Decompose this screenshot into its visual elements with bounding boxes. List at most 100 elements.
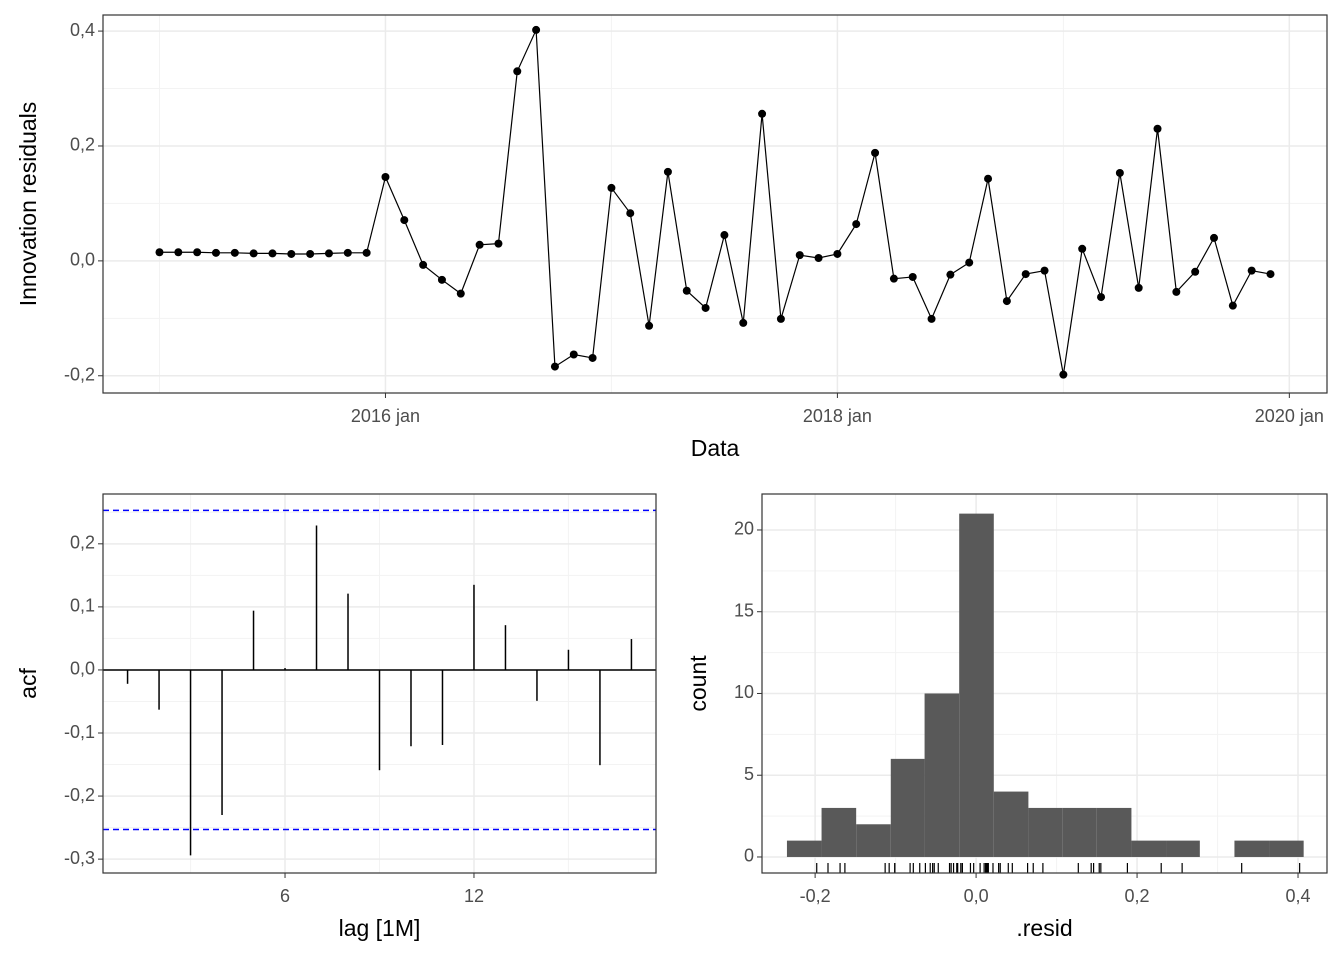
y-tick-label: -0,1 — [64, 722, 95, 742]
y-axis-title: Innovation residuals — [15, 102, 41, 307]
y-tick-label: 15 — [734, 600, 754, 620]
point — [1247, 266, 1256, 275]
x-tick-label: 0,2 — [1125, 886, 1150, 906]
point — [758, 109, 767, 118]
point — [569, 350, 578, 359]
point — [1134, 283, 1143, 292]
bar — [1234, 840, 1270, 857]
point — [965, 258, 974, 267]
point — [362, 248, 371, 257]
point — [475, 240, 484, 249]
point — [343, 248, 352, 257]
y-tick-label: 0,0 — [70, 250, 95, 270]
x-tick-label: 12 — [464, 886, 484, 906]
panel-border — [102, 493, 657, 874]
point — [927, 314, 936, 323]
x-tick-label: 0,4 — [1286, 886, 1311, 906]
bar — [924, 693, 960, 857]
point — [776, 314, 785, 323]
point — [645, 321, 654, 330]
point — [607, 183, 616, 192]
y-tick-label: -0,3 — [64, 848, 95, 868]
point — [381, 173, 390, 181]
point — [852, 220, 861, 229]
point — [1153, 124, 1162, 133]
point — [588, 353, 597, 362]
point — [871, 148, 880, 157]
point — [550, 362, 559, 371]
x-axis-title: lag [1M] — [339, 915, 421, 941]
point — [437, 275, 446, 284]
point — [1059, 370, 1068, 379]
bar — [890, 758, 925, 857]
point — [1172, 287, 1181, 296]
point — [1078, 244, 1087, 253]
x-axis-title: Data — [691, 435, 740, 461]
x-axis-title: .resid — [1016, 915, 1072, 941]
point — [701, 303, 710, 312]
y-tick-label: 0 — [744, 846, 754, 866]
bar — [786, 840, 822, 857]
y-tick-label: -0,2 — [64, 785, 95, 805]
point — [946, 270, 955, 279]
bar — [959, 513, 994, 857]
point — [249, 249, 258, 258]
x-tick-label: 2020 jan — [1255, 406, 1324, 426]
point — [324, 249, 333, 258]
point — [663, 167, 672, 176]
point — [984, 174, 993, 183]
point — [626, 209, 635, 218]
panel-border — [761, 493, 1328, 874]
point — [1040, 266, 1049, 275]
bar — [1269, 840, 1304, 857]
y-tick-label: 20 — [734, 519, 754, 539]
point — [268, 249, 277, 258]
point — [833, 249, 842, 258]
point — [532, 25, 541, 34]
bar — [1028, 807, 1063, 857]
point — [1191, 267, 1200, 276]
y-tick-label: 10 — [734, 682, 754, 702]
x-tick-label: 2016 jan — [351, 406, 420, 426]
point — [211, 248, 220, 257]
bar — [993, 791, 1029, 857]
y-tick-label: 0,2 — [70, 135, 95, 155]
panel-border — [102, 14, 1328, 394]
point — [306, 249, 315, 258]
y-tick-label: 0,2 — [70, 533, 95, 553]
point — [230, 248, 239, 257]
point — [682, 286, 691, 295]
bar — [1166, 840, 1200, 857]
point — [739, 318, 748, 327]
bar — [1096, 807, 1132, 857]
y-tick-label: 5 — [744, 764, 754, 784]
point — [400, 216, 409, 225]
y-tick-label: -0,2 — [64, 365, 95, 385]
y-tick-label: 0,0 — [70, 659, 95, 679]
point — [513, 67, 522, 76]
bar — [1131, 840, 1167, 857]
point — [814, 254, 823, 262]
point — [193, 248, 202, 257]
bar — [856, 824, 891, 857]
point — [174, 248, 183, 257]
point — [1210, 233, 1219, 242]
y-tick-label: 0,1 — [70, 596, 95, 616]
y-tick-label: 0,4 — [70, 20, 95, 40]
point — [1002, 297, 1011, 306]
point — [456, 289, 465, 298]
point — [494, 239, 503, 248]
point — [795, 251, 804, 260]
x-tick-label: 6 — [280, 886, 290, 906]
x-tick-label: 2018 jan — [803, 406, 872, 426]
point — [287, 249, 296, 258]
point — [720, 231, 729, 240]
point — [419, 260, 428, 269]
point — [1115, 168, 1124, 177]
point — [1021, 270, 1030, 279]
y-axis-title: count — [685, 655, 711, 712]
point — [889, 274, 898, 283]
point — [1097, 293, 1106, 302]
point — [1266, 270, 1275, 279]
